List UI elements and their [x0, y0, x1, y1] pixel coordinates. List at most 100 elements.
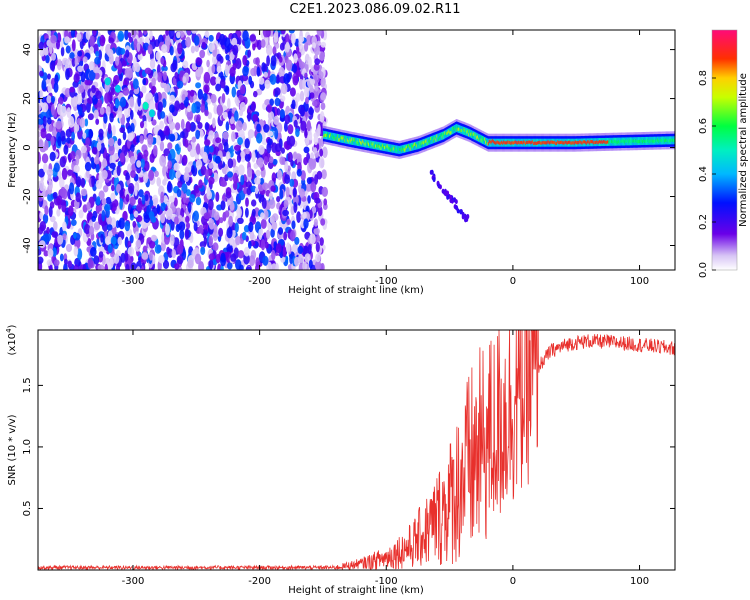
heatmap-cell	[220, 200, 226, 211]
heatmap-cell	[547, 140, 549, 144]
heatmap-cell	[368, 142, 370, 146]
colorbar-gradient	[712, 30, 737, 270]
heatmap-cell	[149, 199, 154, 207]
heatmap-cell	[634, 140, 636, 144]
heatmap-cell	[112, 125, 116, 137]
heatmap-cell	[87, 257, 94, 270]
heatmap-cell	[71, 57, 76, 67]
heatmap-cell	[340, 136, 342, 140]
heatmap-cell	[239, 264, 244, 270]
heatmap-cell	[128, 36, 134, 43]
colorbar-tick-label: 0.6	[698, 118, 709, 134]
heatmap-cell	[264, 241, 269, 249]
heatmap-cell	[318, 71, 324, 80]
heatmap-cell	[77, 248, 83, 261]
heatmap-cell	[647, 138, 649, 143]
heatmap-cell	[38, 227, 44, 235]
heatmap-cell	[334, 137, 336, 141]
heatmap-cell	[534, 141, 537, 145]
heatmap-cell	[151, 194, 159, 207]
heatmap-cell	[558, 141, 560, 145]
heatmap-cell	[127, 132, 134, 142]
heatmap-cell	[176, 80, 184, 89]
heatmap-cell	[248, 221, 254, 233]
heatmap-cell	[590, 140, 592, 144]
spectrogram-x-label: Height of straight line (km)	[288, 285, 424, 296]
colorbar-ticks: 0.0 0.2 0.4 0.6 0.8	[698, 70, 716, 278]
heatmap-cell	[543, 140, 545, 145]
heatmap-cell	[117, 138, 122, 146]
heatmap-cell	[471, 134, 474, 138]
y-tick-label: 40	[22, 43, 33, 56]
heatmap-cell	[253, 65, 258, 77]
heatmap-cell	[611, 139, 613, 143]
heatmap-cell	[611, 140, 614, 144]
heatmap-cell	[105, 106, 111, 116]
heatmap-cell	[101, 210, 106, 222]
heatmap-cell	[108, 37, 115, 44]
heatmap-cell	[541, 141, 543, 145]
heatmap-cell	[267, 130, 274, 137]
heatmap-cell	[329, 134, 331, 138]
heatmap-cell	[68, 205, 74, 217]
heatmap-cell	[576, 141, 578, 145]
heatmap-cell	[148, 211, 155, 220]
heatmap-cell	[41, 79, 47, 91]
heatmap-cell	[145, 93, 151, 105]
heatmap-cell	[178, 221, 186, 232]
heatmap-cell	[175, 223, 181, 233]
heatmap-cell	[91, 85, 96, 94]
heatmap-cell	[184, 138, 189, 148]
heatmap-cell	[239, 101, 246, 113]
heatmap-cell	[92, 30, 97, 36]
heatmap-cell	[573, 141, 576, 145]
heatmap-cell	[56, 195, 63, 206]
heatmap-cell	[193, 210, 199, 222]
heatmap-cell	[583, 140, 585, 144]
heatmap-cell	[214, 155, 221, 164]
heatmap-cell	[143, 171, 149, 184]
colorbar-tick-label: 0.2	[698, 214, 709, 230]
heatmap-cell	[553, 141, 555, 145]
heatmap-cell	[388, 146, 390, 150]
heatmap-cell	[400, 148, 403, 152]
heatmap-cell	[513, 140, 515, 144]
y-tick-label: 1.0	[22, 439, 33, 455]
heatmap-cell	[149, 58, 156, 70]
heatmap-cell	[430, 137, 432, 141]
heatmap-cell	[564, 140, 567, 144]
heatmap-cell	[242, 121, 247, 131]
heatmap-cell	[159, 155, 166, 167]
heatmap-cell	[124, 30, 129, 41]
heatmap-cell	[299, 61, 305, 69]
heatmap-cell	[570, 141, 572, 145]
heatmap-cell	[279, 188, 284, 200]
heatmap-cell	[95, 50, 100, 57]
heatmap-cell	[65, 243, 73, 253]
heatmap-cell	[225, 86, 230, 95]
heatmap-cell	[194, 43, 200, 53]
heatmap-cell	[304, 129, 308, 139]
heatmap-cell	[165, 223, 170, 236]
heatmap-cell	[247, 112, 252, 122]
heatmap-cell	[362, 141, 365, 145]
heatmap-cell	[253, 90, 258, 98]
heatmap-cell	[51, 104, 55, 116]
heatmap-cell	[530, 141, 532, 145]
heatmap-cell	[237, 217, 244, 224]
heatmap-cell	[255, 57, 260, 66]
heatmap-cell	[185, 36, 192, 48]
spectrogram-y-axis: -40 -20 0 20 40	[22, 43, 675, 254]
heatmap-cell	[305, 96, 309, 105]
heatmap-cell	[124, 220, 131, 232]
heatmap-cell	[361, 141, 363, 145]
heatmap-cell	[96, 196, 101, 206]
heatmap-cell	[71, 131, 75, 141]
heatmap-cell	[162, 179, 167, 186]
heatmap-cell	[160, 191, 165, 204]
heatmap-cell	[579, 140, 581, 144]
heatmap-cell	[105, 196, 112, 205]
heatmap-cell	[114, 84, 121, 93]
heatmap-cell	[190, 45, 195, 54]
heatmap-cell	[191, 30, 198, 34]
